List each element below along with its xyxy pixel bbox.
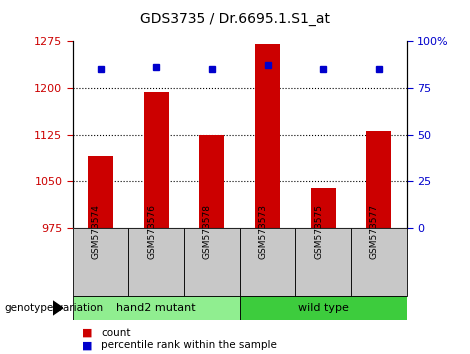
Bar [240,228,295,296]
Bar [144,92,169,228]
Text: ■: ■ [82,340,93,350]
Text: GSM573578: GSM573578 [203,204,212,259]
Bar [351,228,407,296]
Bar [73,228,128,296]
Polygon shape [53,301,63,315]
Bar [240,296,407,320]
Bar [128,228,184,296]
Bar [255,44,280,228]
Text: percentile rank within the sample: percentile rank within the sample [101,340,277,350]
Text: GSM573576: GSM573576 [147,204,156,259]
Bar [88,156,113,228]
Bar [73,296,240,320]
Text: hand2 mutant: hand2 mutant [117,303,196,313]
Bar [366,131,391,228]
Text: ■: ■ [82,328,93,338]
Text: GSM573573: GSM573573 [258,204,267,259]
Bar [311,188,336,228]
Text: genotype/variation: genotype/variation [5,303,104,313]
Bar [184,228,240,296]
Text: GSM573577: GSM573577 [370,204,379,259]
Bar [199,135,224,228]
Text: GSM573575: GSM573575 [314,204,323,259]
Text: GDS3735 / Dr.6695.1.S1_at: GDS3735 / Dr.6695.1.S1_at [140,12,330,27]
Text: count: count [101,328,131,338]
Text: GSM573574: GSM573574 [92,204,101,259]
Bar [295,228,351,296]
Text: wild type: wild type [298,303,349,313]
